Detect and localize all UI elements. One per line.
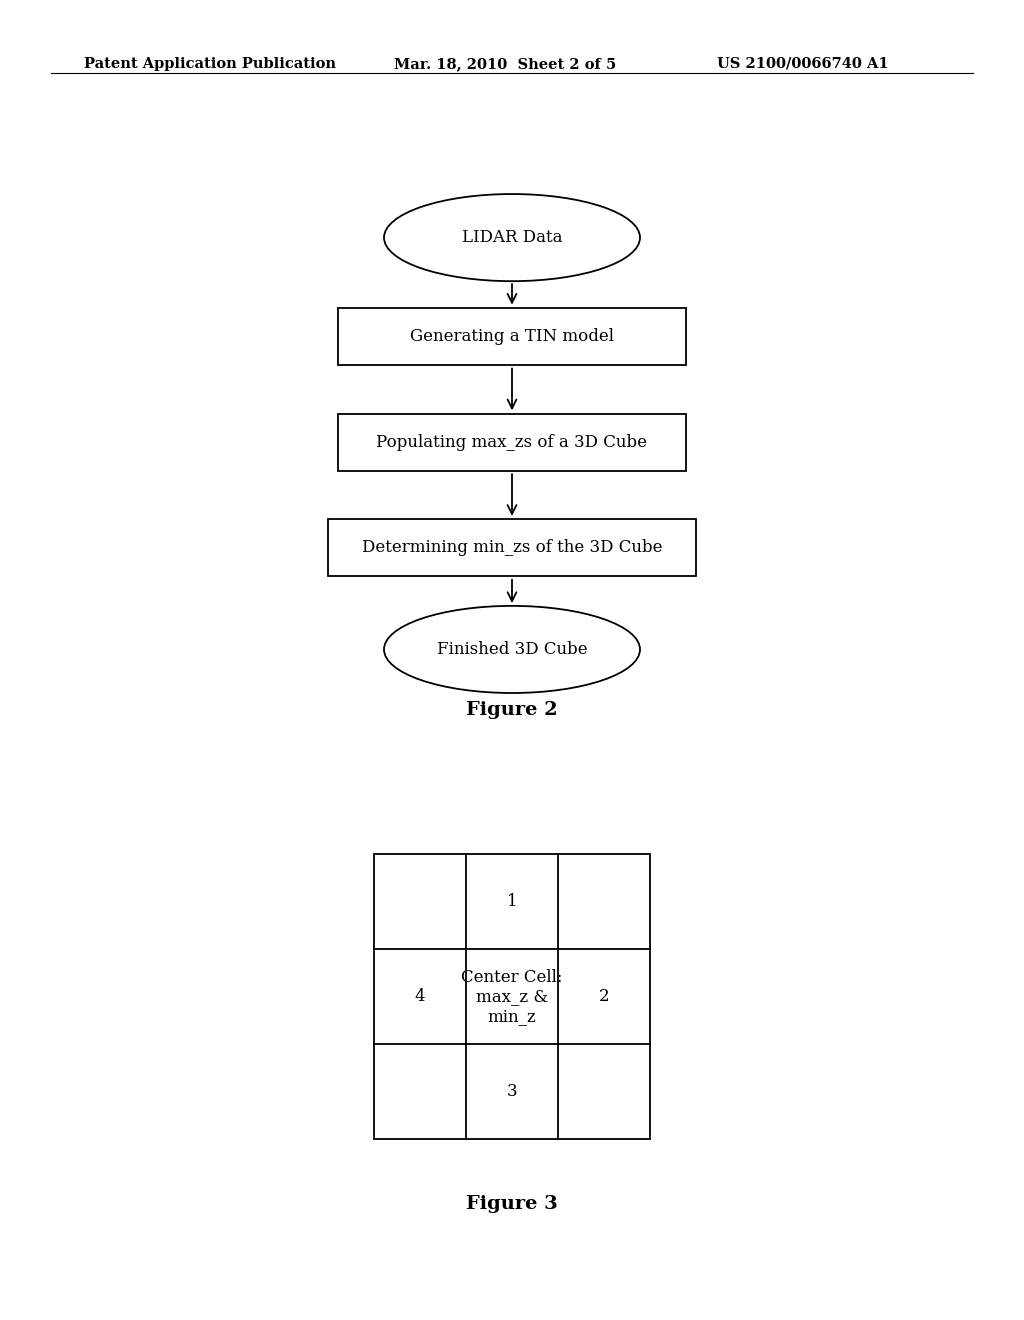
Text: LIDAR Data: LIDAR Data (462, 230, 562, 246)
Bar (328, 519, 696, 576)
Text: US 2100/0066740 A1: US 2100/0066740 A1 (717, 57, 889, 71)
Ellipse shape (384, 606, 640, 693)
Bar (338, 308, 686, 364)
Text: Generating a TIN model: Generating a TIN model (410, 329, 614, 345)
Text: Determining min_zs of the 3D Cube: Determining min_zs of the 3D Cube (361, 540, 663, 556)
Ellipse shape (384, 194, 640, 281)
Text: Figure 2: Figure 2 (466, 701, 558, 719)
Text: 1: 1 (507, 894, 517, 909)
Bar (338, 414, 686, 470)
Text: Center Cell:
max_z &
min_z: Center Cell: max_z & min_z (461, 969, 563, 1024)
Text: Patent Application Publication: Patent Application Publication (84, 57, 336, 71)
Text: Mar. 18, 2010  Sheet 2 of 5: Mar. 18, 2010 Sheet 2 of 5 (394, 57, 616, 71)
Text: Populating max_zs of a 3D Cube: Populating max_zs of a 3D Cube (377, 434, 647, 450)
Text: Figure 3: Figure 3 (466, 1195, 558, 1213)
Text: Finished 3D Cube: Finished 3D Cube (436, 642, 588, 657)
Text: 3: 3 (507, 1084, 517, 1100)
Text: 2: 2 (599, 989, 609, 1005)
Bar (374, 854, 650, 1139)
Text: 4: 4 (415, 989, 425, 1005)
